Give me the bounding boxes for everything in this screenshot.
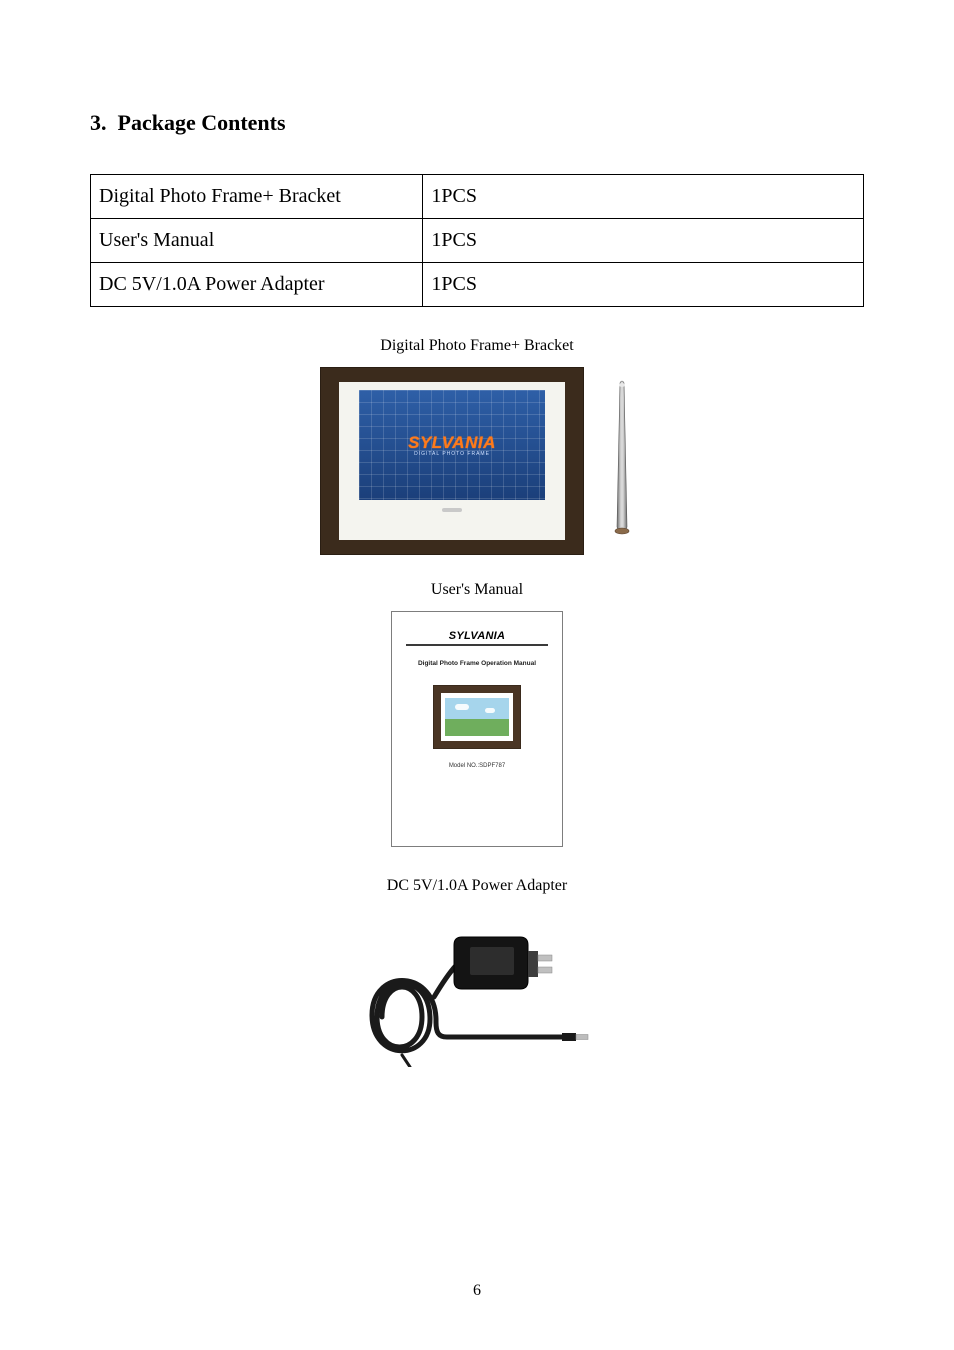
cell-item: User's Manual	[91, 219, 423, 263]
frame-button-strip	[442, 508, 462, 512]
table-row: DC 5V/1.0A Power Adapter 1PCS	[91, 263, 864, 307]
photo-frame-outer: SYLVANIA DIGITAL PHOTO FRAME	[320, 367, 584, 555]
adapter-figure	[90, 907, 864, 1067]
manual-figure: SYLVANIA Digital Photo Frame Operation M…	[90, 611, 864, 847]
brand-subtext: DIGITAL PHOTO FRAME	[414, 451, 490, 457]
cell-item: Digital Photo Frame+ Bracket	[91, 175, 423, 219]
frame-bracket-figure: SYLVANIA DIGITAL PHOTO FRAME	[90, 367, 864, 555]
manual-brand: SYLVANIA	[406, 630, 548, 642]
manual-cover: SYLVANIA Digital Photo Frame Operation M…	[391, 611, 563, 847]
section-heading: 3. Package Contents	[90, 110, 864, 136]
caption-adapter: DC 5V/1.0A Power Adapter	[90, 877, 864, 895]
photo-frame-screen: SYLVANIA DIGITAL PHOTO FRAME	[359, 390, 545, 500]
table-row: User's Manual 1PCS	[91, 219, 864, 263]
section-title-text: Package Contents	[118, 110, 286, 135]
bracket-icon	[610, 379, 634, 544]
cell-qty: 1PCS	[423, 175, 864, 219]
package-contents-table: Digital Photo Frame+ Bracket 1PCS User's…	[90, 174, 864, 307]
brand-logo: SYLVANIA	[408, 433, 496, 453]
cell-item: DC 5V/1.0A Power Adapter	[91, 263, 423, 307]
caption-frame: Digital Photo Frame+ Bracket	[90, 337, 864, 355]
table-row: Digital Photo Frame+ Bracket 1PCS	[91, 175, 864, 219]
manual-title: Digital Photo Frame Operation Manual	[406, 660, 548, 667]
cell-qty: 1PCS	[423, 219, 864, 263]
cell-qty: 1PCS	[423, 263, 864, 307]
caption-manual: User's Manual	[90, 581, 864, 599]
manual-model-number: Model NO.:SDPF787	[406, 763, 548, 769]
section-number: 3.	[90, 110, 107, 135]
manual-frame-thumb	[433, 685, 521, 749]
page-number: 6	[0, 1282, 954, 1300]
photo-frame-mat: SYLVANIA DIGITAL PHOTO FRAME	[339, 382, 565, 540]
